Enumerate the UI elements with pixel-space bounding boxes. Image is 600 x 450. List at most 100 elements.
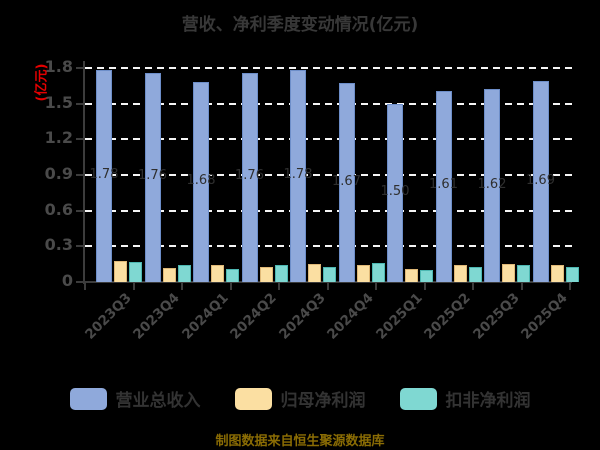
- bar-deducted-net-profit: [274, 265, 288, 282]
- y-axis-tick: [76, 67, 83, 69]
- bar-group: [134, 68, 194, 282]
- y-axis-tick-label: 1.5: [44, 92, 73, 112]
- bar-net-profit: [356, 265, 370, 282]
- bar-group: [231, 68, 291, 282]
- x-axis-tick: [569, 283, 571, 290]
- bar-revenue: [96, 70, 112, 282]
- bar-value-label: 1.61: [429, 177, 458, 193]
- bar-deducted-net-profit: [226, 268, 239, 282]
- y-axis-tick-label: 0.6: [44, 199, 73, 219]
- bar-deducted-net-profit: [177, 265, 191, 282]
- x-axis-tick: [181, 283, 183, 290]
- y-axis-tick-label: 0: [61, 271, 73, 290]
- bar-deducted-net-profit: [468, 266, 482, 282]
- bar-revenue: [290, 70, 306, 282]
- legend-label-deducted-net-profit: 扣非净利润: [445, 391, 531, 411]
- x-axis-label: 2025Q3: [469, 290, 523, 343]
- y-axis-tick-label: 0.3: [44, 235, 73, 255]
- x-axis-label: 2025Q1: [372, 290, 426, 343]
- y-axis-tick-label: 1.2: [44, 128, 73, 148]
- bar-value-label: 1.69: [526, 172, 555, 188]
- chart-title: 营收、净利季度变动情况(亿元): [181, 15, 419, 35]
- bar-value-label: 1.76: [235, 168, 264, 184]
- gridline: [85, 209, 572, 212]
- bar-net-profit: [259, 266, 273, 282]
- bar-deducted-net-profit: [129, 261, 142, 282]
- x-axis-label: 2024Q4: [324, 290, 378, 343]
- gridline: [85, 67, 572, 69]
- bar-group: [85, 68, 145, 282]
- legend-item-net-profit: 归母净利润: [234, 386, 366, 411]
- gridline: [85, 174, 572, 176]
- bar-net-profit: [114, 260, 127, 282]
- bar-revenue: [144, 72, 161, 282]
- gridline: [85, 245, 572, 248]
- y-axis-tick: [76, 245, 83, 248]
- x-axis-tick: [472, 283, 474, 290]
- y-axis-line: [83, 61, 85, 284]
- bar-group: [328, 68, 388, 282]
- gridline: [85, 102, 572, 105]
- bar-group: [376, 68, 436, 282]
- x-axis-label: 2024Q1: [178, 290, 232, 343]
- legend-swatch-revenue: [69, 387, 107, 410]
- bar-group: [473, 68, 533, 282]
- bar-revenue: [338, 83, 355, 282]
- x-axis-label: 2024Q2: [227, 290, 281, 343]
- bar-value-label: 1.50: [380, 183, 410, 199]
- x-axis-line: [83, 281, 572, 283]
- bar-net-profit: [502, 264, 515, 282]
- bar-revenue: [484, 89, 500, 282]
- legend-swatch-deducted-net-profit: [399, 387, 437, 410]
- x-axis-tick: [326, 283, 329, 290]
- bar-revenue: [193, 82, 209, 282]
- bar-net-profit: [211, 265, 224, 282]
- bar-deducted-net-profit: [323, 266, 336, 282]
- x-axis-tick: [132, 283, 135, 290]
- bar-group: [279, 68, 339, 282]
- bar-value-label: 1.68: [186, 173, 216, 189]
- plot-area: 0 0.3 0.6 0.9 1.2 1.5 1.8 1.78 2023Q3 1.76 2023Q4 1…: [45, 57, 579, 343]
- y-axis-tick-label: 0.9: [44, 164, 73, 183]
- bar-deducted-net-profit: [420, 270, 433, 282]
- y-axis-tick: [76, 209, 83, 212]
- bar-value-label: 1.78: [283, 167, 313, 183]
- x-axis-tick: [520, 283, 523, 290]
- x-axis-label: 2023Q4: [130, 290, 184, 343]
- legend-swatch-net-profit: [234, 387, 272, 410]
- bar-group: [182, 68, 242, 282]
- legend-label-net-profit: 归母净利润: [280, 391, 366, 411]
- bar-group: [522, 68, 582, 282]
- bar-net-profit: [162, 267, 176, 282]
- bar-value-label: 1.62: [477, 176, 507, 192]
- x-axis-label: 2024Q3: [275, 290, 329, 343]
- x-axis-tick: [278, 283, 280, 290]
- legend: 营业总收入 归母净利润 扣非净利润: [0, 386, 600, 411]
- bar-revenue: [241, 72, 258, 282]
- bar-deducted-net-profit: [371, 262, 385, 282]
- x-axis-tick: [423, 283, 426, 290]
- x-axis-tick: [84, 283, 86, 290]
- bar-value-label: 1.78: [89, 167, 119, 183]
- bar-net-profit: [308, 264, 321, 282]
- bar-group: [425, 68, 485, 282]
- y-axis-tick: [76, 102, 83, 105]
- bar-net-profit: [550, 265, 564, 282]
- y-axis-tick: [76, 281, 83, 283]
- x-axis-label: 2023Q3: [81, 290, 135, 343]
- bar-revenue: [387, 103, 403, 282]
- legend-item-deducted-net-profit: 扣非净利润: [399, 386, 531, 411]
- x-axis-label: 2025Q4: [518, 290, 572, 343]
- bar-value-label: 1.76: [138, 168, 167, 184]
- bar-deducted-net-profit: [517, 265, 530, 282]
- y-axis-tick-label: 1.8: [44, 57, 73, 76]
- x-axis-tick: [229, 283, 232, 290]
- bar-net-profit: [453, 265, 467, 282]
- x-axis-tick: [375, 283, 377, 290]
- data-source-caption: 制图数据来自恒生聚源数据库: [215, 434, 385, 449]
- legend-item-revenue: 营业总收入: [69, 386, 201, 411]
- bar-deducted-net-profit: [565, 266, 579, 282]
- legend-label-revenue: 营业总收入: [115, 391, 201, 411]
- x-axis-label: 2025Q2: [421, 290, 475, 343]
